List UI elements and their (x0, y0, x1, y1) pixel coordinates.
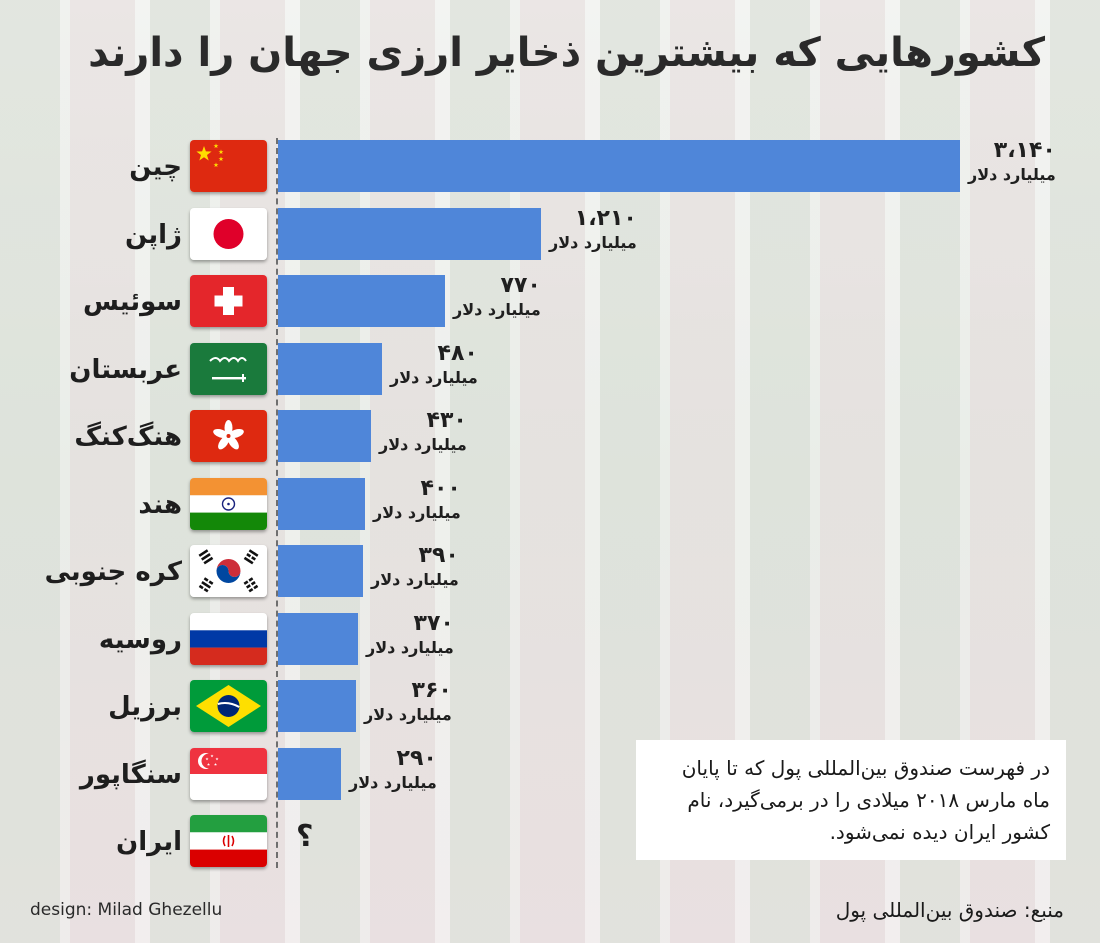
bar (278, 207, 541, 260)
bar-row: هند ۴۰۰ میلیارد دلار (0, 476, 1100, 532)
bar-row: روسیه ۳۷۰ میلیارد دلار (0, 611, 1100, 667)
country-label: برزیل (108, 692, 182, 722)
hong-kong-flag (190, 410, 267, 462)
value-label: ۲۹۰ میلیارد دلار (349, 746, 437, 794)
bar (278, 410, 371, 462)
country-label: سوئیس (83, 287, 182, 317)
bar (278, 680, 356, 732)
value-label: ۴۸۰ میلیارد دلار (390, 341, 478, 389)
bar (278, 612, 358, 665)
country-label: ژاپن (124, 219, 182, 250)
chart-title: کشورهایی که بیشترین ذخایر ارزی جهان را د… (88, 30, 1045, 76)
bar-row: برزیل ۳۶۰ میلیارد دلار (0, 678, 1100, 734)
value-number: ۳۶۰ (411, 678, 452, 703)
value-unit: میلیارد دلار (364, 705, 452, 724)
value-number: ۲۹۰ (396, 745, 437, 771)
design-credit: design: Milad Ghezellu (30, 900, 223, 920)
brazil-flag (190, 680, 267, 732)
value-label: ۷۷۰ میلیارد دلار (453, 273, 541, 321)
value-number: ۳۷۰ (413, 610, 454, 636)
value-unit: میلیارد دلار (373, 502, 461, 522)
saudi-arabia-flag (190, 342, 267, 395)
bar (278, 275, 445, 327)
value-unit: میلیارد دلار (549, 232, 637, 252)
value-number: ۴۳۰ (426, 408, 467, 433)
value-label: ۴۰۰ میلیارد دلار (373, 476, 461, 524)
value-unit: میلیارد دلار (968, 165, 1056, 184)
value-unit: میلیارد دلار (453, 300, 541, 319)
source-label: منبع: صندوق بین‌المللی پول (835, 898, 1064, 922)
bar-row: ژاپن ۱،۲۱۰ میلیارد دلار (0, 206, 1100, 262)
country-label: هند (138, 489, 182, 520)
value-label: ۳۶۰ میلیارد دلار (364, 678, 452, 726)
bar-row: کره جنوبی ۳۹۰ میلیارد دلار (0, 543, 1100, 599)
china-flag (190, 140, 267, 192)
note-box: در فهرست صندوق بین‌المللی پول که تا پایا… (636, 740, 1066, 860)
value-label: ۳۷۰ میلیارد دلار (366, 611, 454, 659)
bar-row: سوئیس ۷۷۰ میلیارد دلار (0, 273, 1100, 329)
switzerland-flag (190, 275, 267, 327)
value-label: ۱،۲۱۰ میلیارد دلار (549, 206, 637, 254)
india-flag (190, 477, 267, 530)
south-korea-flag (190, 545, 267, 597)
japan-flag (190, 207, 267, 260)
value-number: ۴۰۰ (420, 475, 461, 501)
russia-flag (190, 612, 267, 665)
country-label: روسیه (98, 624, 182, 655)
bar-row: ایران ؟ (0, 815, 1100, 869)
country-label: ایران (116, 827, 182, 857)
value-label: ۳،۱۴۰ میلیارد دلار (968, 138, 1056, 186)
value-number: ۱،۲۱۰ (574, 205, 637, 231)
value-unit: میلیارد دلار (390, 367, 478, 387)
bar-row: عربستان ۴۸۰ میلیارد دلار (0, 341, 1100, 397)
iran-flag (190, 815, 267, 867)
country-label: چین (129, 152, 182, 182)
axis-line (276, 138, 278, 868)
value-number: ۳۹۰ (418, 543, 459, 568)
bar-row: سنگاپور ۲۹۰ میلیارد دلار (0, 746, 1100, 802)
value-number: ۷۷۰ (500, 273, 541, 298)
bar (278, 140, 960, 192)
value-number: ۳،۱۴۰ (993, 138, 1056, 163)
singapore-flag (190, 747, 267, 800)
country-label: عربستان (69, 354, 182, 385)
bar (278, 477, 365, 530)
country-label: سنگاپور (79, 759, 182, 790)
value-number: ۴۸۰ (437, 340, 478, 366)
unknown-value-label: ؟ (296, 819, 314, 854)
bar (278, 342, 382, 395)
value-label: ۳۹۰ میلیارد دلار (371, 543, 459, 591)
bar-row: چین ۳،۱۴۰ میلیارد دلار (0, 138, 1100, 194)
value-unit: میلیارد دلار (349, 772, 437, 792)
bar (278, 747, 341, 800)
value-label: ۴۳۰ میلیارد دلار (379, 408, 467, 456)
value-unit: میلیارد دلار (379, 435, 467, 454)
country-label: کره جنوبی (44, 557, 182, 587)
value-unit: میلیارد دلار (371, 570, 459, 589)
country-label: هنگ‌کنگ (74, 422, 182, 452)
bar-row: هنگ‌کنگ ۴۳۰ میلیارد دلار (0, 408, 1100, 464)
bar (278, 545, 363, 597)
value-unit: میلیارد دلار (366, 637, 454, 657)
